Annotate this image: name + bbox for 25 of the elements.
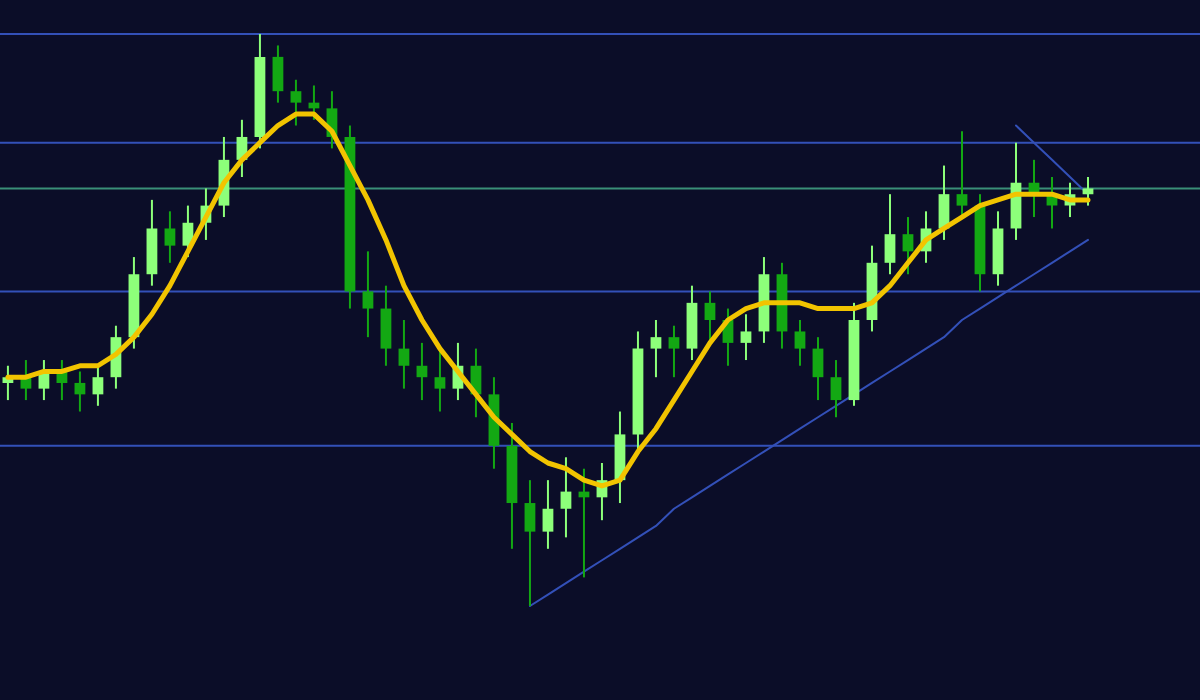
candlestick [740, 313, 752, 362]
candlestick [524, 479, 536, 607]
candlestick [290, 78, 302, 127]
candlestick [794, 319, 806, 367]
candlestick [272, 44, 284, 104]
candlestick [434, 347, 446, 413]
candlestick [668, 324, 680, 379]
candlestick [398, 319, 410, 390]
candlestick [686, 284, 698, 362]
candlestick [560, 456, 572, 539]
candlestick [650, 319, 662, 379]
candlestick [956, 130, 968, 219]
candlestick [380, 284, 392, 367]
candlestick [146, 198, 158, 287]
candlestick [830, 359, 842, 419]
candlestick [884, 193, 896, 276]
candlestick [362, 250, 374, 339]
candlestick [164, 210, 176, 264]
candlestick [1082, 176, 1094, 207]
candlestick [902, 216, 914, 276]
candlestick [704, 290, 716, 344]
candlestick [812, 336, 824, 402]
candlestick [92, 364, 104, 407]
candlestick [542, 479, 554, 550]
candlestick [992, 210, 1004, 287]
